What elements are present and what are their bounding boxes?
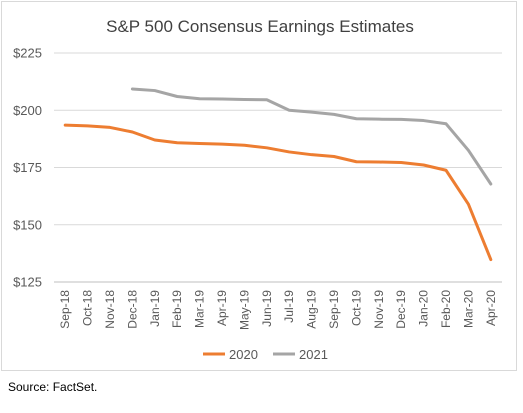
series-line-2020	[63, 123, 493, 262]
x-tick-label: Sep-19	[327, 290, 341, 329]
x-tick-label: Aug-19	[305, 290, 319, 329]
series-line-2021	[130, 87, 493, 186]
x-tick-label: Apr-19	[215, 290, 229, 326]
source-note: Source: FactSet.	[8, 380, 98, 394]
y-tick-label: $225	[13, 46, 42, 61]
y-tick-label: $125	[13, 275, 42, 290]
y-tick-label: $150	[13, 217, 42, 232]
x-tick-label: Mar-19	[193, 290, 207, 328]
x-tick-label: Apr-20	[484, 290, 498, 326]
x-tick-label: Nov-19	[372, 290, 386, 329]
x-tick-label: Jun-19	[260, 290, 274, 327]
x-tick-label: Jul-19	[282, 290, 296, 323]
x-tick-label: Dec-19	[394, 290, 408, 329]
legend-label-2021: 2021	[299, 347, 328, 362]
x-tick-label: Mar-20	[461, 290, 475, 328]
chart-title: S&P 500 Consensus Earnings Estimates	[106, 17, 414, 36]
legend-label-2020: 2020	[229, 347, 258, 362]
x-tick-label: Jan-19	[148, 290, 162, 327]
x-tick-label: Dec-18	[125, 290, 139, 329]
x-tick-label: Oct-18	[81, 290, 95, 326]
x-tick-label: May-19	[237, 290, 251, 330]
chart-frame	[1, 1, 517, 371]
x-tick-label: Oct-19	[349, 290, 363, 326]
x-tick-label: Sep-18	[58, 290, 72, 329]
x-tick-label: Feb-19	[170, 290, 184, 328]
y-tick-label: $200	[13, 103, 42, 118]
x-tick-label: Feb-20	[439, 290, 453, 328]
x-tick-label: Jan-20	[417, 290, 431, 327]
x-tick-label: Nov-18	[103, 290, 117, 329]
y-tick-label: $175	[13, 160, 42, 175]
